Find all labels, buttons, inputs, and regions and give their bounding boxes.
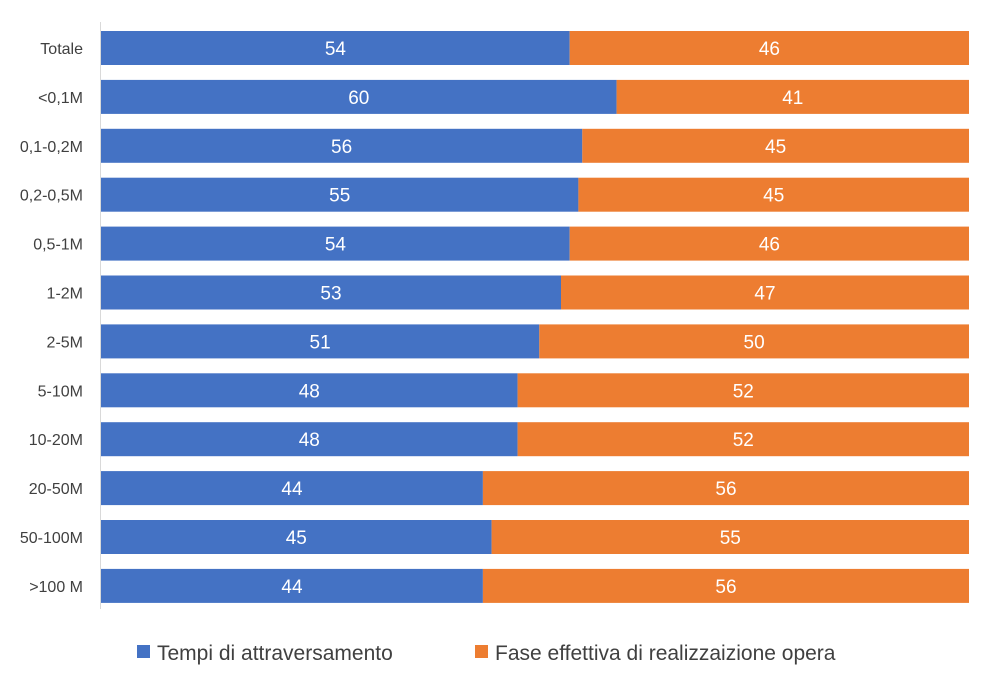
bar-series-2-2 <box>582 128 969 163</box>
bar-series-1-6 <box>101 324 540 359</box>
data-label-series-1-2: 56 <box>331 137 352 158</box>
data-label-series-1-0: 54 <box>325 39 347 60</box>
bar-series-2-6 <box>539 324 969 359</box>
data-label-series-2-5: 47 <box>754 284 775 305</box>
bar-series-2-3 <box>578 177 969 212</box>
bar-series-1-3 <box>101 177 579 212</box>
data-label-series-2-9: 56 <box>715 479 736 500</box>
bar-series-2-8 <box>517 422 969 457</box>
legend: Tempi di attraversamento Fase effettiva … <box>137 642 836 665</box>
bar-series-1-8 <box>101 422 518 457</box>
bars-group: 54 46 60 41 56 45 55 45 54 46 53 47 51 50 48 52 48 52 44 56… <box>101 31 969 603</box>
category-label-10: 50-100M <box>20 530 83 547</box>
category-label-3: 0,2-0,5M <box>20 188 83 205</box>
bar-series-1-7 <box>101 373 518 408</box>
bar-series-2-1 <box>616 79 969 114</box>
category-label-2: 0,1-0,2M <box>20 139 83 156</box>
data-label-series-2-4: 46 <box>759 235 780 256</box>
category-label-11: >100 M <box>29 579 83 596</box>
data-label-series-1-3: 55 <box>329 186 350 207</box>
bar-series-1-5 <box>101 275 561 310</box>
data-label-series-2-1: 41 <box>782 88 803 109</box>
data-label-series-1-5: 53 <box>320 284 341 305</box>
data-label-series-1-8: 48 <box>299 430 320 451</box>
bar-series-1-9 <box>101 471 483 506</box>
legend-label-series-2: Fase effettiva di realizzaizione opera <box>495 642 836 665</box>
legend-swatch-series-2 <box>475 645 488 658</box>
data-label-series-1-7: 48 <box>299 381 320 402</box>
legend-swatch-series-1 <box>137 645 150 658</box>
data-label-series-2-6: 50 <box>744 332 765 353</box>
legend-label-series-1: Tempi di attraversamento <box>157 642 393 665</box>
bar-series-1-1 <box>101 79 617 114</box>
data-label-series-2-11: 56 <box>715 577 736 598</box>
category-label-0: Totale <box>40 41 83 58</box>
data-label-series-1-11: 44 <box>281 577 303 598</box>
data-label-series-1-6: 51 <box>310 332 331 353</box>
category-labels: Totale <0,1M 0,1-0,2M 0,2-0,5M 0,5-1M 1-2M 2-5… <box>20 41 83 596</box>
bar-series-1-10 <box>101 520 492 554</box>
data-label-series-1-1: 60 <box>348 88 369 109</box>
category-label-7: 5-10M <box>38 383 83 400</box>
data-label-series-2-0: 46 <box>759 39 780 60</box>
bar-series-2-0 <box>569 31 969 65</box>
data-label-series-2-8: 52 <box>733 430 754 451</box>
category-label-5: 1-2M <box>47 286 83 303</box>
data-label-series-1-9: 44 <box>281 479 303 500</box>
category-label-8: 10-20M <box>29 432 83 449</box>
bar-series-2-10 <box>491 520 969 554</box>
bar-series-1-11 <box>101 568 483 603</box>
category-label-4: 0,5-1M <box>33 237 83 254</box>
data-label-series-2-10: 55 <box>720 528 741 549</box>
data-label-series-2-2: 45 <box>765 137 786 158</box>
bar-series-2-9 <box>482 471 969 506</box>
data-label-series-2-3: 45 <box>763 186 784 207</box>
data-label-series-1-4: 54 <box>325 235 347 256</box>
bar-series-1-4 <box>101 226 570 261</box>
category-label-1: <0,1M <box>38 90 83 107</box>
bar-series-2-7 <box>517 373 969 408</box>
data-label-series-2-7: 52 <box>733 381 754 402</box>
category-label-6: 2-5M <box>47 334 83 351</box>
data-label-series-1-10: 45 <box>286 528 307 549</box>
bar-series-2-11 <box>482 568 969 603</box>
bar-series-2-4 <box>569 226 969 261</box>
category-label-9: 20-50M <box>29 481 83 498</box>
bar-series-1-2 <box>101 128 583 163</box>
bar-series-2-5 <box>561 275 969 310</box>
bar-series-1-0 <box>101 31 570 65</box>
